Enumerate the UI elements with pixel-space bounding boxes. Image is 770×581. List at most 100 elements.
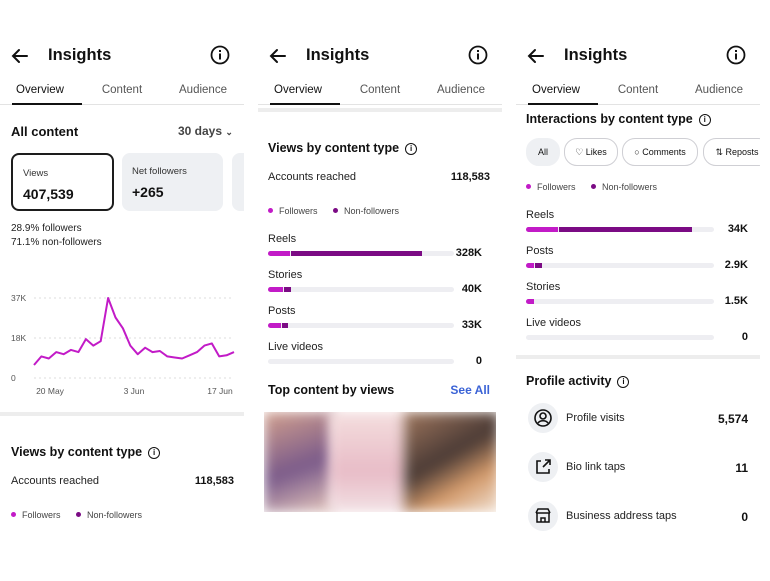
info-icon[interactable] [726, 45, 746, 65]
activity-row-profile-visits[interactable]: Profile visits 5,574 [516, 401, 760, 435]
section-divider [258, 108, 502, 112]
views-series-line [33, 297, 235, 366]
bar-non-followers-segment [291, 251, 422, 256]
activity-value: 5,574 [717, 412, 748, 426]
metric-value: +265 [132, 184, 164, 200]
row-value: 328K [455, 247, 482, 259]
row-value: 2.9K [724, 259, 748, 271]
x-tick-label: 20 May [36, 386, 65, 396]
chevron-down-icon: ⌄ [225, 127, 233, 137]
info-icon[interactable] [210, 45, 230, 65]
bar-followers-segment [526, 263, 534, 268]
tab-audience[interactable]: Audience [695, 84, 743, 96]
info-icon[interactable]: i [148, 447, 161, 459]
legend-followers-label: Followers [279, 206, 318, 216]
tab-audience[interactable]: Audience [437, 84, 485, 96]
metric-card-partial[interactable] [232, 153, 244, 211]
legend-non-followers: Non-followers [333, 206, 399, 216]
info-icon[interactable]: i [617, 376, 630, 388]
insights-panel-interactions: Insights Overview Content Audience Inter… [516, 0, 760, 581]
legend-followers-label: Followers [537, 182, 576, 192]
chip-all[interactable]: All [526, 138, 560, 166]
thumbnail[interactable] [404, 412, 496, 512]
tab-bar: Overview Content Audience [0, 80, 244, 105]
insights-panel-views-by-type: Insights Overview Content Audience Views… [258, 0, 502, 581]
metric-card-views[interactable]: Views 407,539 [11, 153, 114, 211]
top-bar: Insights [516, 40, 760, 74]
bar-non-followers-segment [534, 263, 543, 268]
bar-track [526, 335, 714, 340]
metric-value: 407,539 [23, 186, 74, 202]
bar-followers-segment [268, 323, 282, 328]
chip-label: Likes [585, 147, 607, 157]
non-followers-dot [76, 512, 81, 517]
legend-non-followers: Non-followers [76, 510, 142, 520]
chip-label: Comments [642, 147, 686, 157]
followers-dot [526, 184, 531, 189]
profile-activity-heading: Profile activity i [526, 374, 630, 388]
back-arrow-icon[interactable] [10, 46, 30, 66]
row-label: Live videos [268, 341, 324, 353]
bar-followers-segment [526, 227, 558, 232]
activity-row-bio-link-taps[interactable]: Bio link taps 11 [516, 450, 760, 484]
top-bar: Insights [0, 40, 244, 74]
tab-content[interactable]: Content [101, 84, 143, 96]
row-label: Live videos [526, 317, 582, 329]
views-by-type-title: Views by content type [11, 445, 143, 459]
tab-bar: Overview Content Audience [258, 80, 502, 105]
bar-non-followers-segment [283, 287, 292, 292]
views-by-type-heading: Views by content type i [268, 141, 418, 155]
legend-followers: Followers [268, 206, 318, 216]
y-tick-label: 37K [11, 293, 26, 303]
tab-audience[interactable]: Audience [179, 84, 227, 96]
bar-track [268, 287, 454, 292]
bar-track [268, 251, 454, 256]
activity-row-business-address-taps[interactable]: Business address taps 0 [516, 499, 760, 533]
legend-non-followers: Non-followers [591, 182, 657, 192]
date-range-label: 30 days [178, 124, 223, 138]
insights-panel-overview-summary: Insights Overview Content Audience All c… [0, 0, 244, 581]
info-icon[interactable]: i [405, 143, 418, 155]
section-heading: All content [11, 124, 79, 139]
profile-activity-title: Profile activity [526, 374, 612, 388]
tab-content[interactable]: Content [617, 84, 659, 96]
accounts-reached-value: 118,583 [450, 171, 490, 183]
row-value: 34K [727, 223, 748, 235]
accounts-reached-label: Accounts reached [11, 475, 100, 487]
metric-card-net-followers[interactable]: Net followers +265 [122, 153, 223, 211]
row-label: Stories [526, 281, 561, 293]
back-arrow-icon[interactable] [526, 46, 546, 66]
interactions-title: Interactions by content type [526, 112, 693, 126]
date-range-dropdown[interactable]: 30 days ⌄ [178, 124, 233, 138]
chip-comments[interactable]: ○ Comments [622, 138, 698, 166]
active-tab-indicator [528, 103, 598, 105]
activity-label: Profile visits [566, 412, 625, 424]
activity-value: 0 [741, 510, 748, 524]
repost-icon: ⇅ [715, 147, 723, 157]
bar-followers-segment [526, 299, 534, 304]
info-icon[interactable] [468, 45, 488, 65]
tab-overview[interactable]: Overview [532, 84, 580, 96]
row-label: Reels [268, 233, 297, 245]
chip-label: Reposts [725, 147, 759, 157]
chip-reposts[interactable]: ⇅ Reposts [703, 138, 760, 166]
chip-label: All [537, 147, 548, 157]
heart-icon: ♡ [575, 147, 584, 157]
non-followers-dot [333, 208, 338, 213]
page-title: Insights [306, 46, 370, 64]
chip-likes[interactable]: ♡ Likes [564, 138, 618, 166]
tab-content[interactable]: Content [359, 84, 401, 96]
bar-track [268, 359, 454, 364]
storefront-icon [528, 501, 558, 531]
tab-overview[interactable]: Overview [274, 84, 322, 96]
row-value: 0 [741, 331, 748, 343]
thumbnail[interactable] [264, 412, 334, 512]
tab-overview[interactable]: Overview [16, 84, 64, 96]
back-arrow-icon[interactable] [268, 46, 288, 66]
info-icon[interactable]: i [698, 114, 711, 126]
thumbnail[interactable] [329, 412, 409, 512]
accounts-reached-value: 118,583 [194, 475, 234, 487]
legend-followers: Followers [11, 510, 61, 520]
see-all-link[interactable]: See All [450, 383, 490, 397]
bar-non-followers-segment [282, 323, 288, 328]
